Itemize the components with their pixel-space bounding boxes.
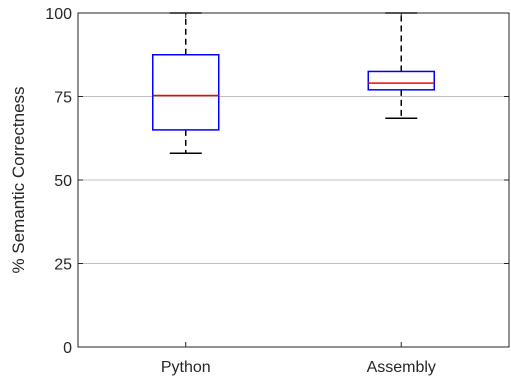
box-python xyxy=(152,12,220,155)
axes: 0 25 50 75 100 Python Assembly xyxy=(45,6,510,376)
y-tick-label: 0 xyxy=(63,340,72,357)
box-plot-series xyxy=(152,12,435,155)
y-tick-label: 100 xyxy=(45,6,72,23)
iqr-box xyxy=(367,70,435,91)
x-tick-label: Assembly xyxy=(367,359,436,376)
y-tick-label: 25 xyxy=(54,257,72,274)
y-tick-label: 50 xyxy=(54,173,72,190)
grid-lines xyxy=(78,96,509,264)
y-tick-label: 75 xyxy=(54,90,72,107)
iqr-box xyxy=(152,54,220,131)
y-axis-title: % Semantic Correctness xyxy=(9,86,28,273)
x-tick-label: Python xyxy=(161,359,211,376)
box-assembly xyxy=(367,12,435,119)
